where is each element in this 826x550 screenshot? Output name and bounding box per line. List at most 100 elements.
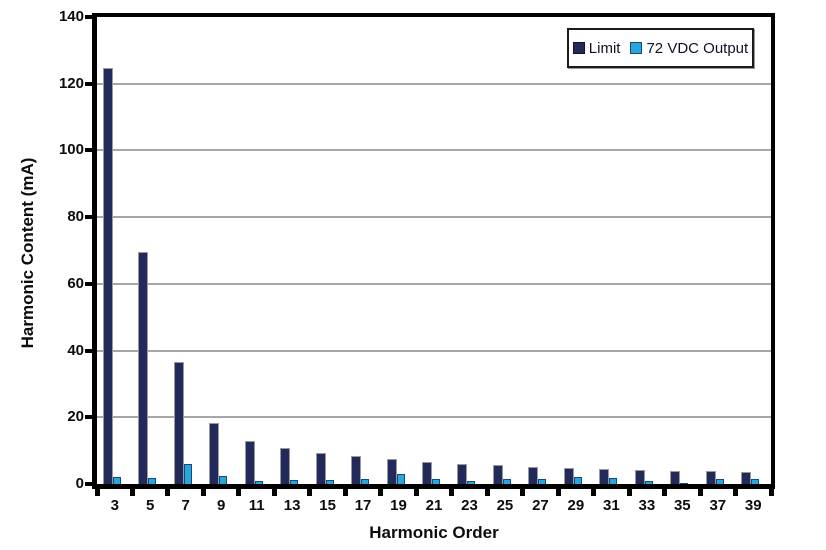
x-tick-mark (520, 489, 526, 496)
legend-label-limit: Limit (588, 39, 621, 57)
legend-item-limit: Limit (572, 39, 621, 57)
y-axis-title: Harmonic Content (mA) (18, 157, 37, 349)
bar-72-vdc-output-h7 (183, 464, 192, 484)
x-tick-mark (129, 489, 135, 496)
y-tick-mark (85, 482, 92, 486)
bar-72-vdc-output-h13 (290, 480, 299, 484)
x-tick-mark (94, 489, 100, 496)
x-tick-mark (378, 489, 384, 496)
legend-label-output: 72 VDC Output (646, 39, 749, 57)
y-tick-label: 80 (67, 208, 84, 226)
y-tick-mark (85, 348, 92, 353)
bar-72-vdc-output-h21 (432, 479, 440, 484)
x-tick-mark (484, 489, 490, 496)
bar-72-vdc-output-h19 (396, 474, 405, 484)
x-tick-label: 29 (567, 497, 585, 514)
bar-limit-h11 (244, 441, 255, 484)
x-tick-label: 17 (354, 497, 372, 514)
bar-72-vdc-output-h33 (644, 481, 653, 484)
bar-72-vdc-output-h17 (361, 479, 370, 484)
x-tick-label: 37 (709, 497, 727, 514)
bar-72-vdc-output-h3 (112, 477, 121, 484)
gridline-y-100 (97, 149, 771, 152)
x-tick-label: 3 (110, 497, 119, 514)
gridline-y-120 (97, 82, 771, 85)
bar-limit-h23 (457, 464, 468, 484)
x-tick-label: 19 (390, 497, 407, 514)
bar-limit-h29 (563, 468, 574, 484)
bar-limit-h19 (386, 459, 397, 484)
x-tick-label: 31 (603, 497, 620, 514)
bar-72-vdc-output-h9 (219, 476, 228, 484)
legend: Limit 72 VDC Output (567, 28, 754, 68)
y-tick-mark (85, 281, 92, 286)
x-tick-label: 7 (181, 497, 190, 514)
x-tick-label: 21 (425, 497, 443, 514)
x-tick-label: 11 (248, 497, 265, 514)
y-tick-label: 60 (67, 274, 84, 292)
bar-limit-h7 (173, 362, 184, 484)
bar-72-vdc-output-h11 (254, 481, 263, 484)
y-tick-label: 120 (58, 74, 84, 92)
y-tick-mark (85, 15, 92, 19)
y-tick-mark (85, 415, 92, 420)
bar-limit-h35 (670, 471, 681, 484)
gridline-y-80 (97, 216, 771, 219)
bar-limit-h15 (315, 453, 326, 484)
bar-72-vdc-output-h5 (148, 478, 157, 484)
y-tick-label: 0 (75, 475, 84, 492)
x-tick-label: 35 (673, 497, 691, 514)
x-tick-mark (413, 489, 419, 496)
x-tick-label: 13 (283, 497, 301, 514)
x-tick-mark (626, 489, 632, 496)
bar-72-vdc-output-h35 (680, 483, 689, 484)
x-tick-label: 15 (319, 497, 336, 514)
x-tick-label: 33 (638, 497, 656, 514)
x-tick-label: 23 (461, 497, 478, 514)
bar-72-vdc-output-h27 (538, 479, 547, 484)
bar-72-vdc-output-h29 (573, 477, 582, 484)
bar-72-vdc-output-h23 (467, 481, 476, 484)
x-axis-title: Harmonic Order (369, 523, 499, 542)
y-tick-label: 20 (67, 408, 84, 426)
x-tick-mark (165, 489, 171, 496)
bar-72-vdc-output-h39 (751, 479, 760, 484)
x-tick-mark (768, 489, 774, 496)
bar-limit-h5 (138, 252, 149, 484)
legend-item-output: 72 VDC Output (630, 40, 748, 57)
bar-limit-h9 (209, 423, 220, 484)
bar-limit-h39 (741, 472, 752, 484)
bar-limit-h3 (102, 68, 113, 484)
output-series-swatch-icon (630, 42, 643, 54)
x-tick-mark (591, 489, 597, 496)
y-tick-label: 140 (58, 8, 84, 25)
bar-limit-h33 (634, 470, 645, 484)
x-tick-mark (555, 489, 561, 496)
bar-limit-h13 (280, 448, 291, 484)
x-tick-mark (697, 489, 703, 496)
bar-72-vdc-output-h37 (715, 479, 724, 484)
bar-limit-h21 (422, 462, 432, 484)
x-tick-mark (307, 489, 313, 496)
bar-limit-h31 (599, 469, 610, 484)
gridline-y-20 (97, 416, 771, 419)
y-tick-label: 40 (67, 341, 84, 359)
y-tick-mark (85, 215, 92, 220)
x-tick-mark (662, 489, 668, 496)
bar-limit-h27 (528, 467, 539, 484)
x-tick-label: 39 (744, 497, 762, 514)
bar-limit-h17 (351, 456, 362, 484)
x-tick-mark (236, 489, 242, 496)
x-tick-mark (271, 489, 277, 496)
bar-limit-h25 (492, 465, 503, 484)
x-tick-mark (449, 489, 455, 496)
gridline-y-40 (97, 349, 771, 352)
plot-area (92, 13, 775, 489)
y-tick-mark (85, 148, 92, 153)
gridline-y-60 (97, 282, 771, 285)
x-tick-mark (342, 489, 348, 496)
y-tick-mark (85, 81, 92, 86)
bar-limit-h37 (705, 471, 716, 484)
bar-72-vdc-output-h25 (502, 479, 511, 484)
